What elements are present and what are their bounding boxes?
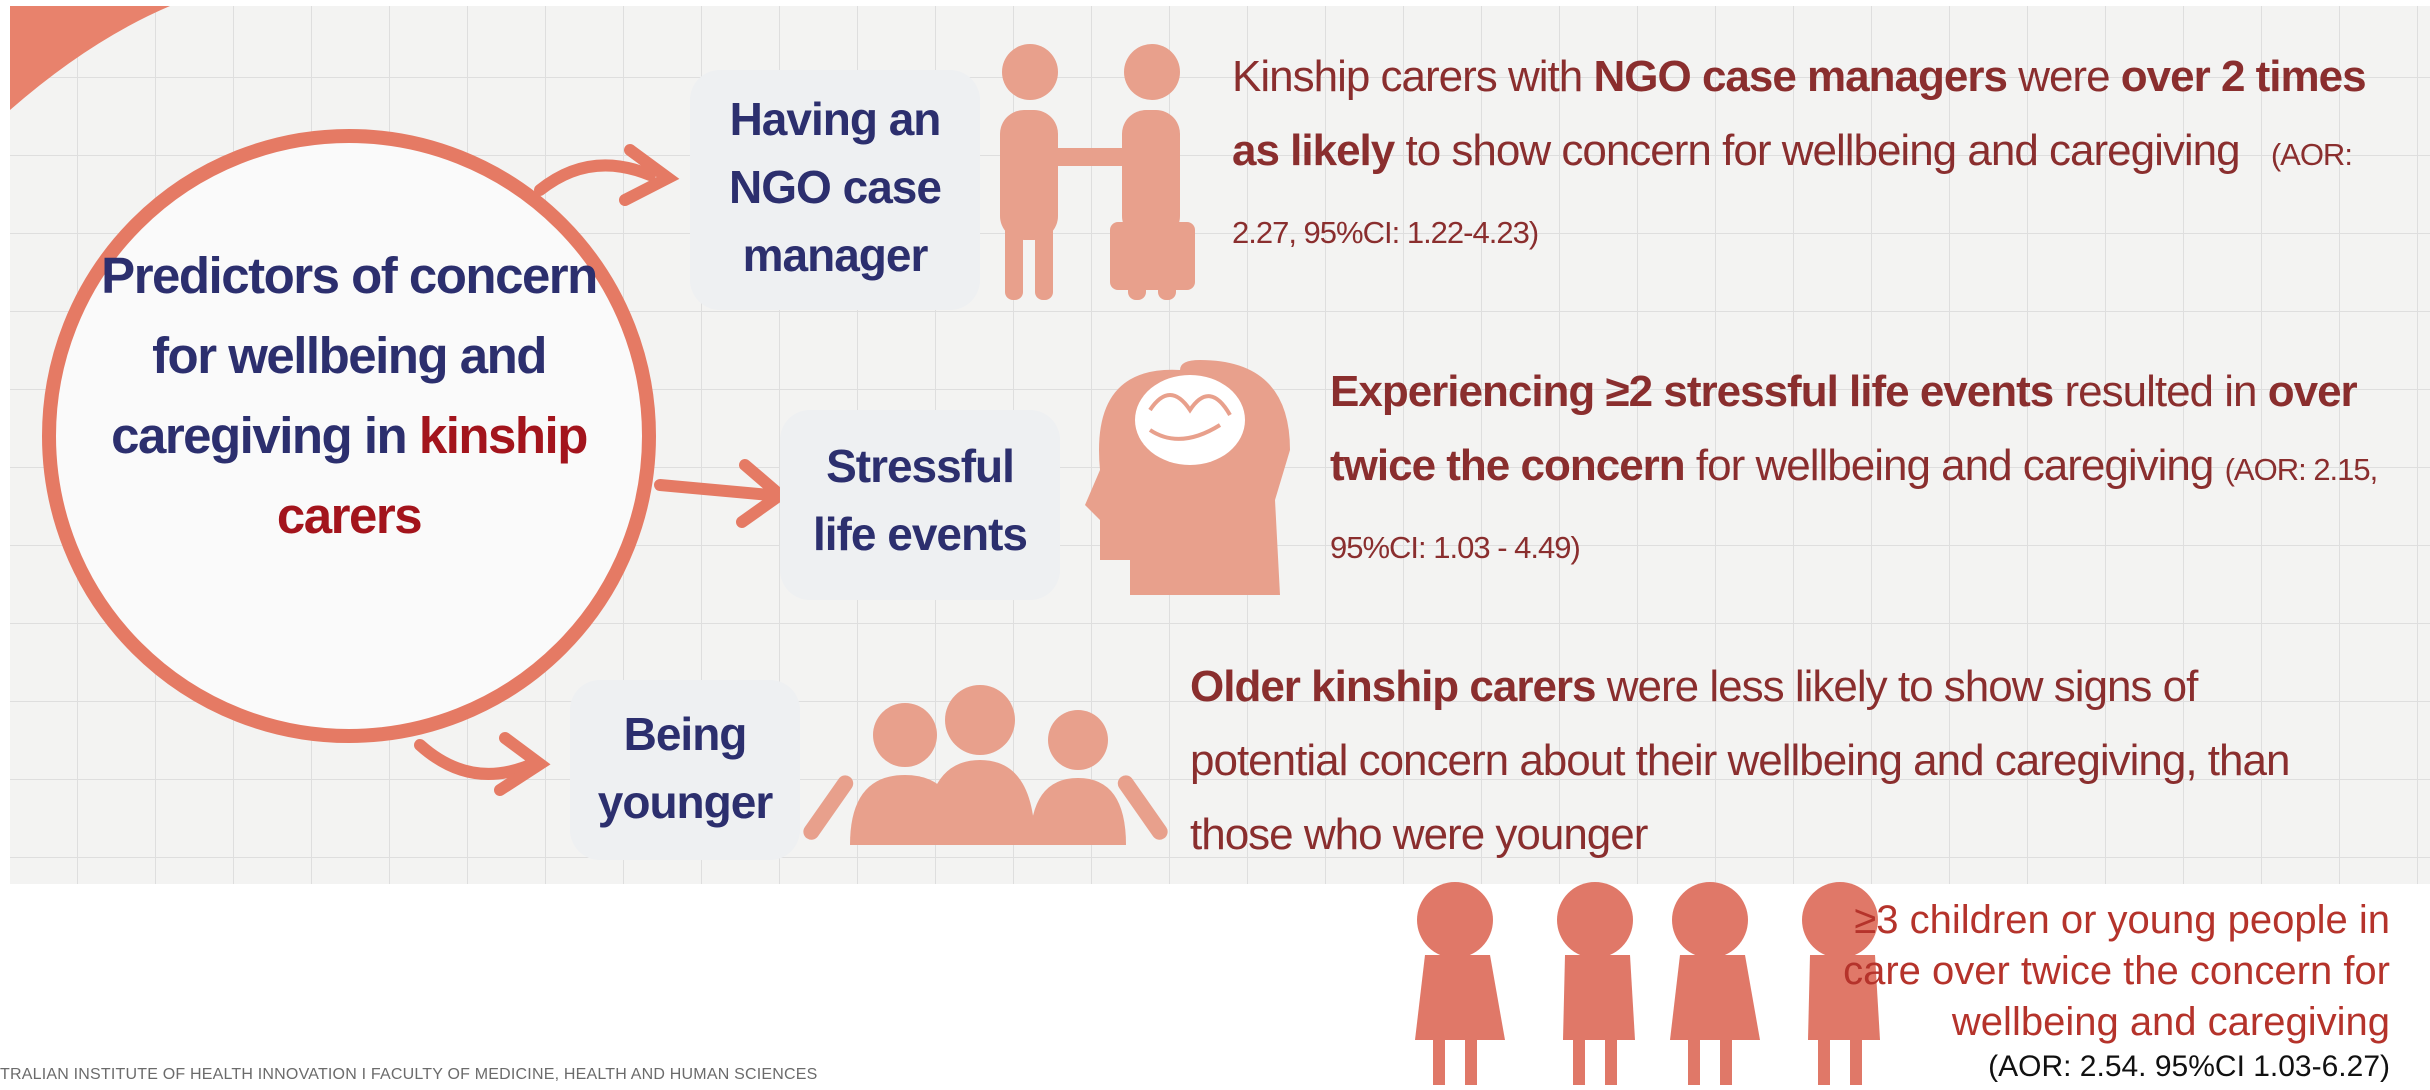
text: for wellbeing and caregiving xyxy=(1696,441,2213,490)
predictor-description: Kinship carers with NGO case managers we… xyxy=(1232,40,2382,270)
page: Predictors of concern for wellbeing and … xyxy=(0,0,2430,1090)
head-icon xyxy=(1085,360,1290,595)
bold-text: Experiencing ≥2 stressful life events xyxy=(1330,367,2053,416)
predictor-label: Stressful life events xyxy=(790,432,1050,568)
text: resulted in xyxy=(2064,367,2256,416)
predictor-description: Older kinship carers were less likely to… xyxy=(1190,650,2340,872)
text: Kinship carers with xyxy=(1232,52,1582,101)
text: to show concern for wellbeing and caregi… xyxy=(1406,126,2240,175)
predictor-description: Experiencing ≥2 stressful life events re… xyxy=(1330,355,2390,585)
footer: TRALIAN INSTITUTE OF HEALTH INNOVATION I… xyxy=(0,1066,818,1084)
bold-text: Older kinship carers xyxy=(1190,662,1596,711)
bold-text: NGO case managers xyxy=(1594,52,2007,101)
extra-stat: (AOR: 2.54. 95%CI 1.03-6.27) xyxy=(1790,1050,2390,1084)
predictor-label: Having an NGO case manager xyxy=(690,85,980,289)
predictor-label: Being younger xyxy=(570,700,800,836)
extra-finding: ≥3 children or young people in care over… xyxy=(1790,895,2390,1048)
center-title: Predictors of concern for wellbeing and … xyxy=(79,236,619,556)
text: were xyxy=(2018,52,2109,101)
